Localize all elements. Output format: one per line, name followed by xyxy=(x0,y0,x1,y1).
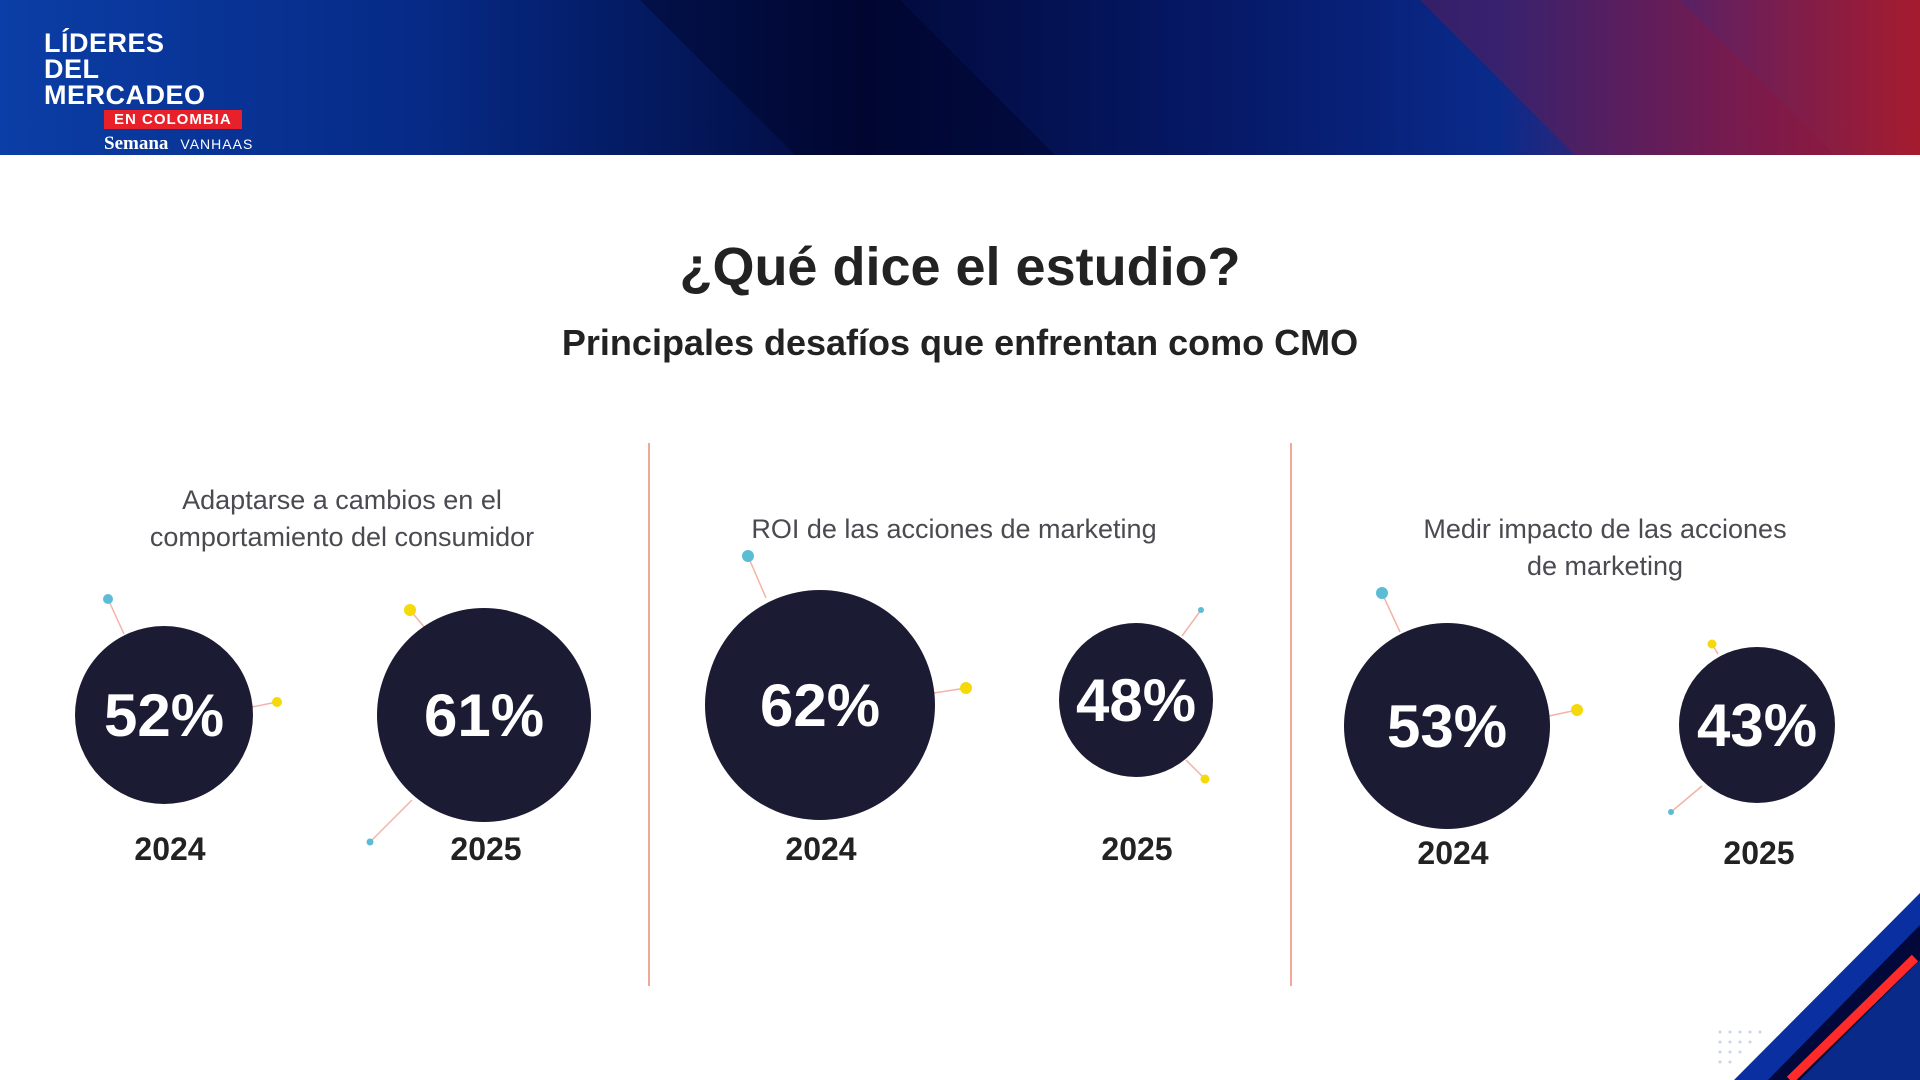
dot-yellow xyxy=(1200,774,1210,784)
dot-blue xyxy=(366,838,374,846)
category-label: ROI de las acciones de marketing xyxy=(751,514,1157,544)
dot-blue xyxy=(1376,587,1388,599)
dot-blue xyxy=(1198,607,1204,613)
dot-blue xyxy=(103,594,113,604)
stat-circle: 62% xyxy=(705,590,935,820)
year-label: 2024 xyxy=(785,831,857,867)
stat-circle: 61% xyxy=(377,608,591,822)
logo-badge: EN COLOMBIA xyxy=(104,110,242,129)
stat-circle: 52% xyxy=(75,626,253,804)
dot-blue xyxy=(1668,809,1674,815)
dot-yellow xyxy=(404,604,416,616)
vanhaas-logo: VANHAAS xyxy=(180,136,254,152)
dot-yellow xyxy=(272,697,282,707)
dot-yellow xyxy=(960,682,972,694)
header-banner: LÍDERES DEL MERCADEO EN COLOMBIA Semana V… xyxy=(0,0,1920,155)
logo-line2: DEL MERCADEO xyxy=(44,54,206,110)
divider xyxy=(1290,443,1292,986)
year-label: 2025 xyxy=(1723,835,1795,871)
partner-logos: Semana VANHAAS xyxy=(104,133,264,155)
semana-logo: Semana xyxy=(104,133,169,154)
divider xyxy=(648,443,650,986)
dot-yellow xyxy=(1571,704,1583,716)
dot-yellow xyxy=(1707,639,1717,649)
page-subtitle: Principales desafíos que enfrentan como … xyxy=(561,322,1359,363)
year-label: 2025 xyxy=(450,831,522,867)
logo: LÍDERES DEL MERCADEO EN COLOMBIA Semana V… xyxy=(44,30,264,155)
stat-circle: 53% xyxy=(1344,623,1550,829)
category-label: Adaptarse a cambios en el comportamiento… xyxy=(149,485,535,552)
dot-blue xyxy=(742,550,754,562)
logo-line1: LÍDERES xyxy=(44,28,165,58)
page-title: ¿Qué dice el estudio? xyxy=(679,237,1241,297)
category-label: Medir impacto de las acciones de marketi… xyxy=(1423,514,1787,581)
stat-circle: 43% xyxy=(1679,647,1835,803)
year-label: 2024 xyxy=(134,831,206,867)
year-label: 2025 xyxy=(1101,831,1173,867)
year-label: 2024 xyxy=(1417,835,1489,871)
stat-circle: 48% xyxy=(1059,623,1213,777)
